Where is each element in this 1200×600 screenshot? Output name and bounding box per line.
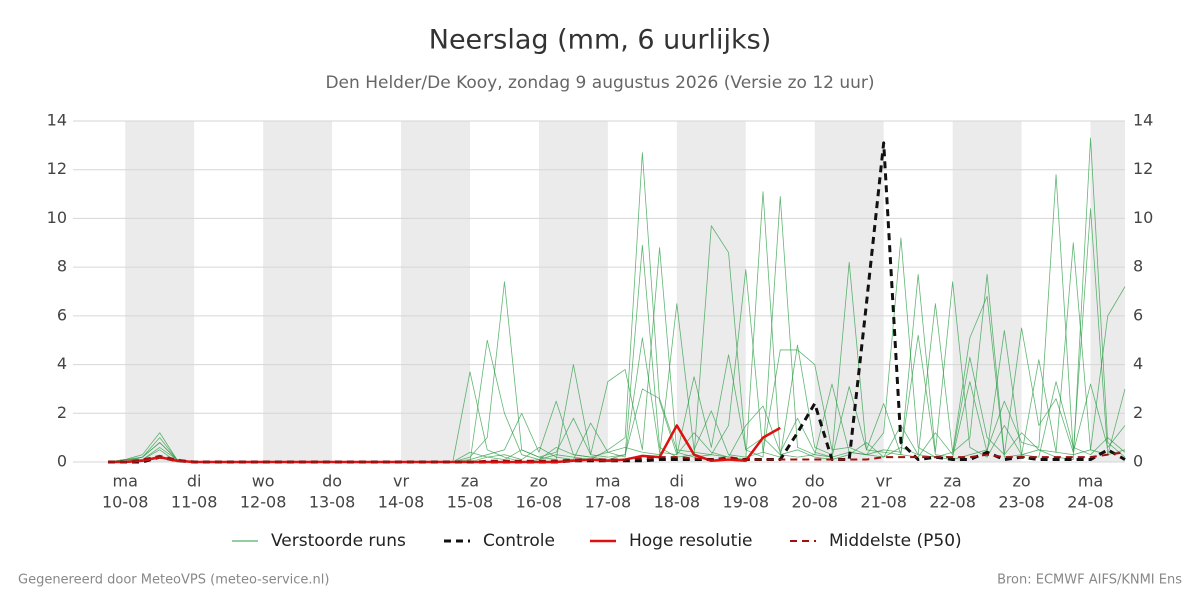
x-tick-day: vr bbox=[393, 472, 409, 491]
y2-tick-label: 0 bbox=[1133, 452, 1143, 471]
x-tick-day: wo bbox=[734, 472, 757, 491]
footer-right: Bron: ECMWF AIFS/KNMI Ens bbox=[997, 573, 1182, 588]
x-tick-date: 15-08 bbox=[447, 493, 494, 512]
y2-tick-label: 6 bbox=[1133, 305, 1143, 324]
day-band bbox=[538, 121, 608, 462]
x-tick-day: za bbox=[944, 472, 962, 491]
footer-left: Gegenereerd door MeteoVPS (meteo-service… bbox=[18, 573, 329, 588]
x-tick-day: za bbox=[461, 472, 479, 491]
day-band bbox=[125, 121, 195, 462]
legend-label: Middelste (P50) bbox=[829, 531, 962, 551]
x-tick-day: vr bbox=[876, 472, 892, 491]
day-band bbox=[814, 121, 884, 462]
x-tick-day: do bbox=[805, 472, 825, 491]
x-tick-day: do bbox=[322, 472, 342, 491]
day-band bbox=[676, 121, 746, 462]
x-tick-day: di bbox=[187, 472, 202, 491]
legend-label: Hoge resolutie bbox=[629, 531, 753, 551]
y2-tick-label: 4 bbox=[1133, 354, 1143, 373]
y-tick-label: 10 bbox=[47, 208, 67, 227]
y-tick-label: 12 bbox=[47, 159, 67, 178]
x-tick-date: 10-08 bbox=[102, 493, 149, 512]
x-tick-date: 18-08 bbox=[654, 493, 701, 512]
x-tick-date: 13-08 bbox=[309, 493, 356, 512]
chart-title: Neerslag (mm, 6 uurlijks) bbox=[429, 25, 771, 56]
x-tick-day: ma bbox=[595, 472, 620, 491]
x-tick-day: wo bbox=[252, 472, 275, 491]
y-tick-label: 0 bbox=[57, 452, 67, 471]
day-band bbox=[401, 121, 470, 462]
day-band bbox=[263, 121, 333, 462]
y2-tick-label: 2 bbox=[1133, 403, 1143, 422]
x-tick-day: di bbox=[670, 472, 685, 491]
y-tick-label: 6 bbox=[57, 305, 67, 324]
y2-tick-label: 12 bbox=[1133, 159, 1153, 178]
x-tick-date: 17-08 bbox=[585, 493, 632, 512]
x-tick-date: 19-08 bbox=[723, 493, 770, 512]
y-tick-label: 2 bbox=[57, 403, 67, 422]
x-tick-date: 21-08 bbox=[860, 493, 907, 512]
x-tick-date: 12-08 bbox=[240, 493, 287, 512]
y-tick-label: 14 bbox=[47, 111, 67, 130]
x-tick-date: 23-08 bbox=[998, 493, 1045, 512]
x-tick-date: 22-08 bbox=[929, 493, 976, 512]
x-tick-day: ma bbox=[1078, 472, 1103, 491]
y-tick-label: 4 bbox=[57, 354, 67, 373]
x-tick-date: 20-08 bbox=[791, 493, 838, 512]
chart-subtitle: Den Helder/De Kooy, zondag 9 augustus 20… bbox=[325, 73, 874, 93]
y2-tick-label: 8 bbox=[1133, 257, 1143, 276]
y-tick-label: 8 bbox=[57, 257, 67, 276]
x-tick-date: 24-08 bbox=[1067, 493, 1114, 512]
x-tick-date: 16-08 bbox=[516, 493, 563, 512]
legend-label: Verstoorde runs bbox=[271, 531, 406, 551]
y2-tick-label: 14 bbox=[1133, 111, 1153, 130]
x-tick-date: 14-08 bbox=[378, 493, 425, 512]
y2-tick-label: 10 bbox=[1133, 208, 1153, 227]
x-tick-day: zo bbox=[1012, 472, 1030, 491]
x-tick-date: 11-08 bbox=[171, 493, 218, 512]
series-line bbox=[108, 451, 1126, 463]
x-tick-day: ma bbox=[113, 472, 138, 491]
x-tick-day: zo bbox=[530, 472, 548, 491]
legend-label: Controle bbox=[483, 531, 555, 551]
